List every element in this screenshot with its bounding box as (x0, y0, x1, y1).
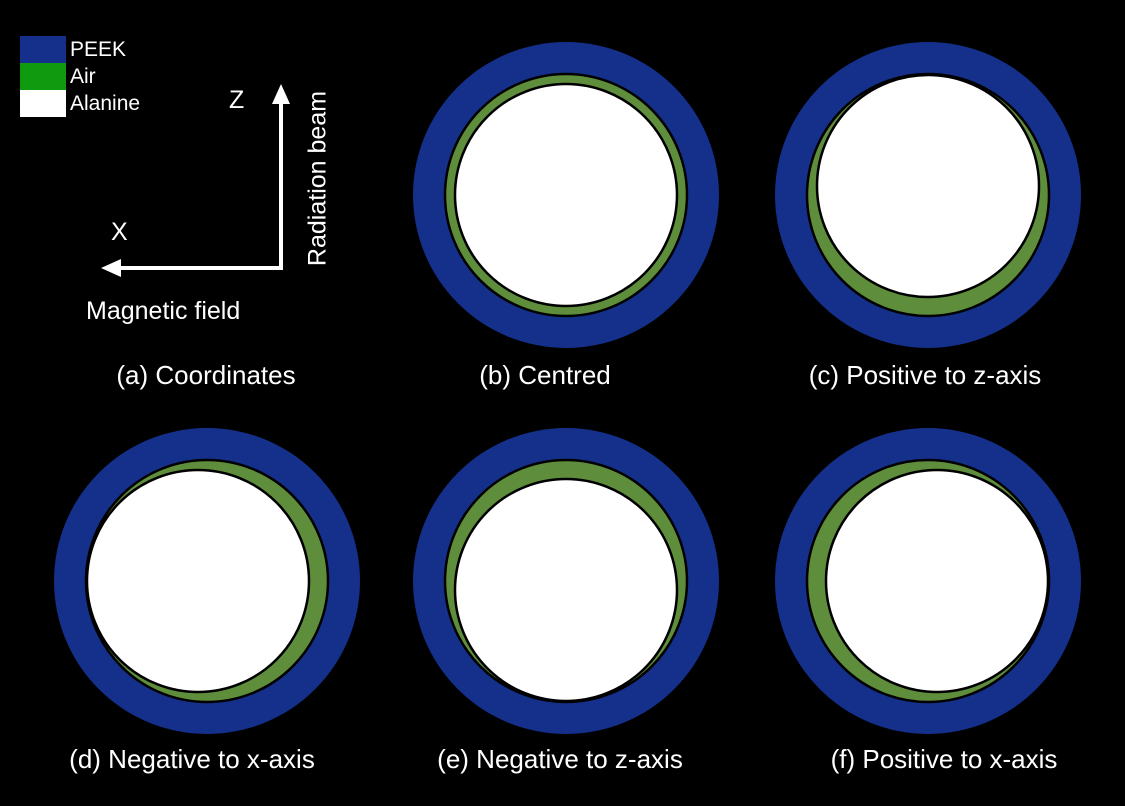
caption-f: (f) Positive to x-axis (830, 744, 1058, 774)
caption-a: (a) Coordinates (116, 360, 296, 390)
caption-c: (c) Positive to z-axis (808, 360, 1042, 390)
legend-label-alanine: Alanine (70, 91, 141, 115)
alanine-pellet-c (815, 73, 1041, 299)
coordinate-axes (101, 84, 290, 277)
z-axis-label: Z (229, 86, 245, 114)
legend-label-peek: PEEK (70, 37, 127, 61)
ring-group (54, 42, 1081, 734)
caption-e: (e) Negative to z-axis (437, 744, 683, 774)
magnetic-field-label: Magnetic field (86, 297, 241, 325)
x-axis-label: X (111, 218, 128, 246)
alanine-pellet-f (824, 468, 1050, 694)
legend-swatch-alanine (20, 90, 66, 117)
alanine-pellet-b (453, 82, 679, 308)
alanine-pellet-d (85, 468, 311, 694)
legend: PEEK Air Alanine (20, 36, 140, 117)
legend-label-air: Air (70, 64, 96, 88)
alanine-pellet-e (453, 477, 679, 703)
radiation-beam-label: Radiation beam (303, 90, 332, 267)
legend-item-alanine: Alanine (20, 90, 140, 117)
legend-item-peek: PEEK (20, 36, 140, 63)
legend-swatch-peek (20, 36, 66, 63)
caption-b: (b) Centred (479, 360, 611, 390)
legend-item-air: Air (20, 63, 140, 90)
z-axis-arrowhead (272, 84, 290, 104)
legend-swatch-air (20, 63, 66, 90)
caption-d: (d) Negative to x-axis (69, 744, 315, 774)
x-axis-arrowhead (101, 259, 121, 277)
